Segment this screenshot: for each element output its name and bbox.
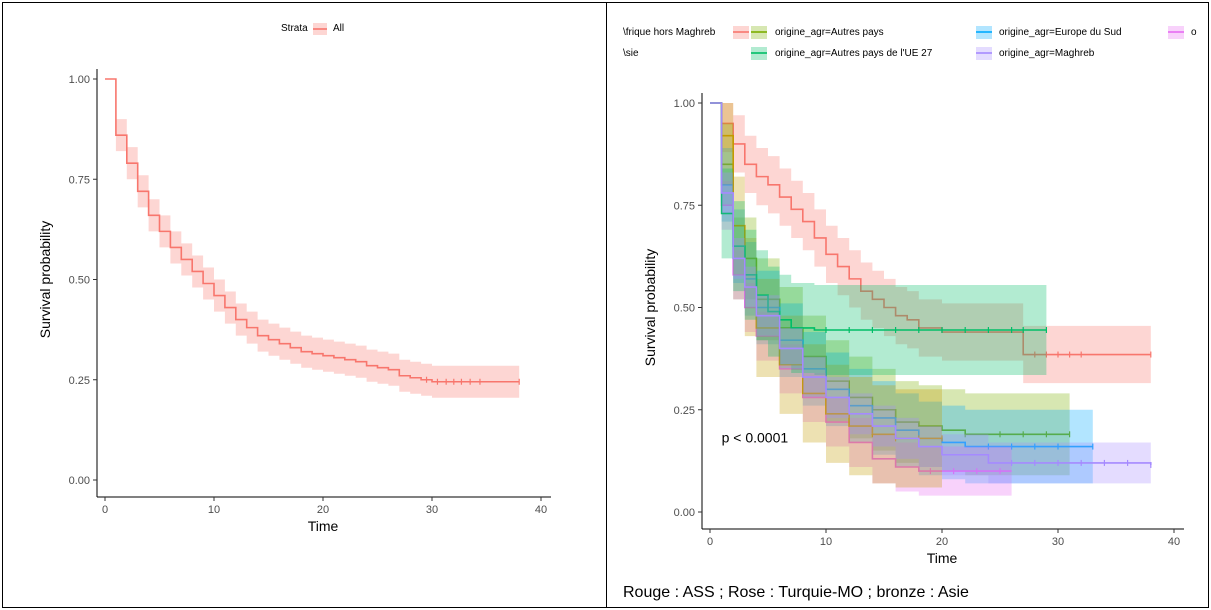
left-panel: 0 10 20 30 40 0.00 0.25 0.50 0.75 1.00 Time Surviva… — [2, 2, 607, 608]
legend-key-2 — [976, 26, 992, 39]
y-tick-label: 0.75 — [674, 200, 695, 212]
legend-entry: \sie — [623, 48, 639, 59]
km-chart-all: 0 10 20 30 40 0.00 0.25 0.50 0.75 1.00 Time Surviva… — [37, 23, 551, 534]
p-value-annotation: p < 0.0001 — [722, 429, 789, 445]
x-axis-title: Time — [308, 518, 339, 534]
y-tick-label: 0.50 — [674, 303, 695, 315]
legend-key-all — [313, 23, 327, 35]
y-tick-label: 1.00 — [69, 74, 90, 86]
x-tick-label: 20 — [317, 504, 329, 516]
y-tick-label: 0.75 — [69, 174, 90, 186]
x-axis-title: Time — [927, 550, 958, 566]
series-0 — [710, 102, 1152, 384]
y-axis-title: Survival probability — [37, 221, 53, 339]
legend-entry: All — [333, 23, 344, 34]
confidence-band — [710, 103, 1151, 486]
x-tick-label: 30 — [1052, 536, 1064, 548]
legend-key-3 — [1168, 26, 1184, 39]
x-tick-label: 0 — [102, 504, 108, 516]
series-6 — [710, 102, 1152, 486]
legend-key-0 — [733, 26, 749, 39]
x-tick-label: 0 — [707, 536, 713, 548]
y-axis-title: Survival probability — [642, 249, 658, 367]
confidence-band — [710, 103, 1093, 484]
confidence-band — [710, 103, 942, 488]
confidence-band — [105, 79, 520, 398]
legend-entry: origine_agr=Europe du Sud — [999, 27, 1122, 38]
legend-entry: origine_agr=Maghreb — [999, 48, 1095, 59]
legend-entry: o — [1191, 27, 1197, 38]
legend-key-1 — [751, 26, 767, 39]
x-tick-label: 40 — [1168, 536, 1180, 548]
series-5 — [710, 102, 1047, 375]
figure-caption: Rouge : ASS ; Rose : Turquie-MO ; bronze… — [623, 584, 969, 601]
survival-curve — [710, 102, 1152, 465]
legend-key-6 — [976, 47, 992, 60]
x-tick-label: 30 — [426, 504, 438, 516]
legend-title: Strata — [281, 23, 308, 34]
x-tick-label: 40 — [535, 504, 547, 516]
survival-curve — [105, 78, 520, 383]
x-tick-label: 20 — [936, 536, 948, 548]
x-tick-label: 10 — [820, 536, 832, 548]
survival-curve — [710, 102, 1047, 331]
km-chart-by-origin: 0 10 20 30 40 0.00 0.25 0.50 0.75 1.00 Time Surviva… — [623, 26, 1197, 566]
series-0 — [105, 78, 520, 398]
y-tick-label: 0.00 — [69, 475, 90, 487]
y-tick-label: 0.50 — [69, 275, 90, 287]
legend-entry: origine_agr=Autres pays de l'UE 27 — [775, 48, 933, 59]
right-panel: 0 10 20 30 40 0.00 0.25 0.50 0.75 1.00 Time Surviva… — [606, 2, 1209, 608]
legend-entry: origine_agr=Autres pays — [775, 27, 884, 38]
legend-entry: \frique hors Maghreb — [623, 27, 716, 38]
y-tick-label: 0.00 — [674, 507, 695, 519]
confidence-band — [710, 103, 1012, 496]
survival-curve — [710, 102, 942, 440]
survival-curve — [710, 102, 1151, 356]
y-tick-label: 0.25 — [69, 375, 90, 387]
confidence-band — [710, 103, 1070, 476]
x-tick-label: 10 — [208, 504, 220, 516]
y-tick-label: 1.00 — [674, 98, 695, 110]
legend-key-5 — [751, 47, 767, 60]
confidence-band — [710, 103, 1047, 375]
y-tick-label: 0.25 — [674, 405, 695, 417]
